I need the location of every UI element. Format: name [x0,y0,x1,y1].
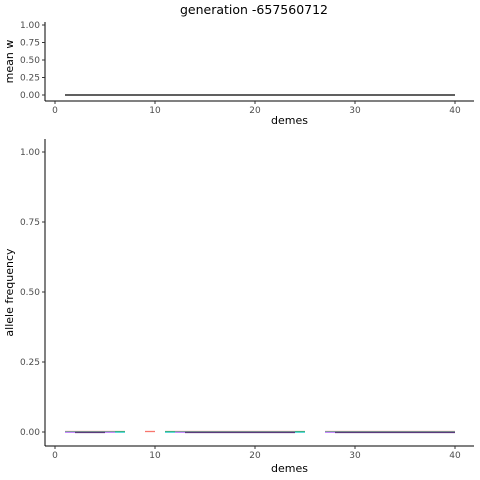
allele-frequency-panel: 0 10 20 30 40 0.00 0.25 0.50 0.75 1.00 demes allele… [3,139,474,475]
y-tick-label: 0.75 [20,218,40,228]
mean-fitness-panel: 0 10 20 30 40 0.00 0.25 0.50 0.75 1.00 demes mean w [3,21,474,127]
x-tick-label: 40 [449,451,461,461]
x-tick-label: 20 [249,451,261,461]
x-tick-label: 10 [149,106,161,116]
y-tick-label: 0.25 [20,358,40,368]
y-tick-label: 1.00 [20,148,40,158]
x-axis-label: demes [271,462,308,475]
x-tick-label: 30 [349,106,361,116]
y-axis-label: allele frequency [3,248,16,337]
x-tick-label: 20 [249,106,261,116]
x-tick-label: 10 [149,451,161,461]
x-tick-label: 0 [52,451,58,461]
y-tick-label: 1.00 [20,21,40,31]
figure-title: generation -657560712 [180,2,328,17]
y-tick-label: 0.75 [20,39,40,49]
y-tick-label: 0.50 [20,56,40,66]
y-tick-label: 0.00 [20,91,40,101]
y-axis-label: mean w [3,40,16,84]
y-tick-label: 0.50 [20,288,40,298]
x-tick-label: 30 [349,451,361,461]
x-tick-label: 40 [449,106,461,116]
x-axis-label: demes [271,114,308,127]
y-tick-label: 0.25 [20,74,40,84]
x-tick-label: 0 [52,106,58,116]
y-tick-label: 0.00 [20,428,40,438]
